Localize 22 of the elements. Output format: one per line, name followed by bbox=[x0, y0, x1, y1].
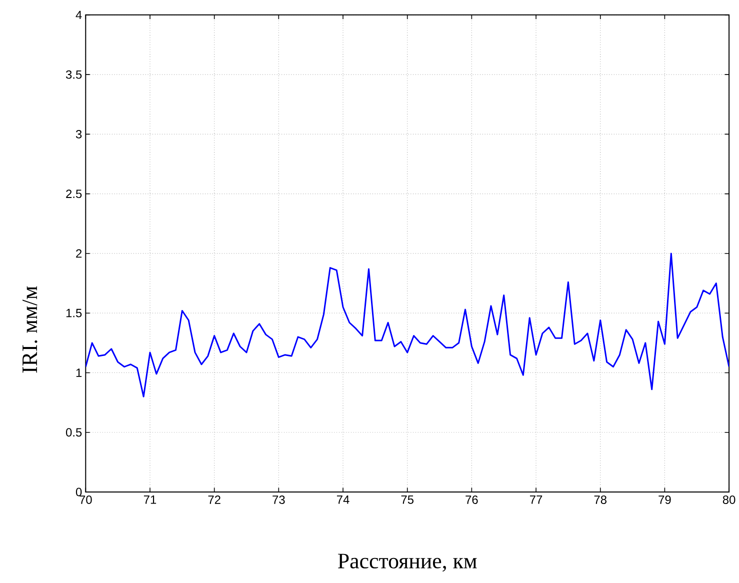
x-tick-label: 78 bbox=[594, 496, 606, 504]
y-tick-label: 1 bbox=[76, 368, 82, 378]
x-tick-label: 79 bbox=[658, 496, 671, 504]
y-tick-label: 3.5 bbox=[66, 70, 82, 79]
y-tick-label: 4 bbox=[76, 11, 82, 20]
x-tick-label: 77 bbox=[530, 496, 542, 504]
x-tick-label: 76 bbox=[466, 496, 478, 504]
x-tick-label: 70 bbox=[80, 496, 92, 504]
y-tick-label: 0 bbox=[76, 488, 82, 496]
y-tick-label: 3 bbox=[76, 130, 82, 139]
x-axis-title: Расстояние, км bbox=[338, 554, 477, 572]
y-tick-label: 1.5 bbox=[66, 309, 82, 318]
x-tick-label: 74 bbox=[336, 496, 350, 504]
y-axis-title: IRI. мм/м bbox=[22, 286, 38, 373]
x-tick-label: 72 bbox=[208, 496, 220, 504]
y-tick-label: 2.5 bbox=[66, 190, 82, 198]
x-tick-label: 71 bbox=[144, 496, 156, 504]
y-tick-label: 2 bbox=[76, 249, 82, 258]
x-tick-label: 80 bbox=[722, 496, 736, 504]
x-tick-label: 73 bbox=[272, 496, 285, 504]
x-tick-label: 75 bbox=[401, 496, 414, 504]
y-tick-label: 0.5 bbox=[66, 428, 82, 437]
